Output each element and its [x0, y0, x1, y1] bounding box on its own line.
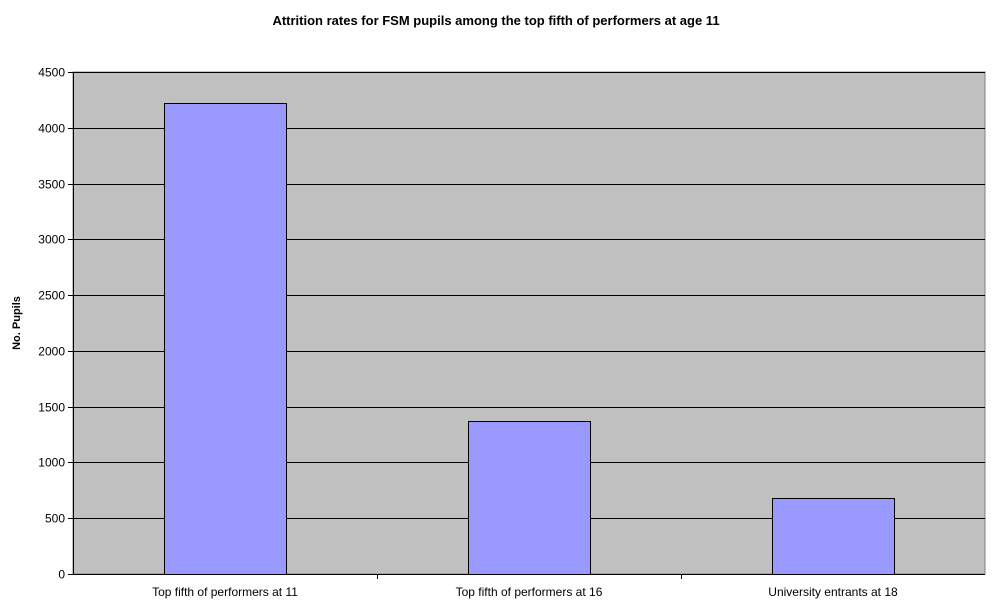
y-tick-label: 3500 — [38, 178, 65, 192]
y-axis-label: No. Pupils — [11, 296, 23, 350]
y-tick-label: 1000 — [38, 456, 65, 470]
y-tick-label: 2000 — [38, 345, 65, 359]
chart-title: Attrition rates for FSM pupils among the… — [272, 13, 719, 28]
y-tick-label: 4000 — [38, 122, 65, 136]
x-tick-label: Top fifth of performers at 16 — [456, 585, 603, 599]
bar-1 — [164, 103, 287, 575]
x-tick-label: University entrants at 18 — [768, 585, 898, 599]
bar-2 — [468, 421, 591, 575]
y-tick-label: 3000 — [38, 233, 65, 247]
y-tick-label: 500 — [45, 512, 65, 526]
y-tick-label: 0 — [58, 568, 65, 582]
y-tick-label: 2500 — [38, 289, 65, 303]
y-tick-label: 1500 — [38, 401, 65, 415]
y-tick-label: 4500 — [38, 66, 65, 80]
x-tick-label: Top fifth of performers at 11 — [152, 585, 298, 599]
plot-area: 0 500 1000 1500 2000 2500 3000 3500 4000 4500 Top … — [38, 66, 986, 599]
bar-3 — [772, 498, 895, 575]
